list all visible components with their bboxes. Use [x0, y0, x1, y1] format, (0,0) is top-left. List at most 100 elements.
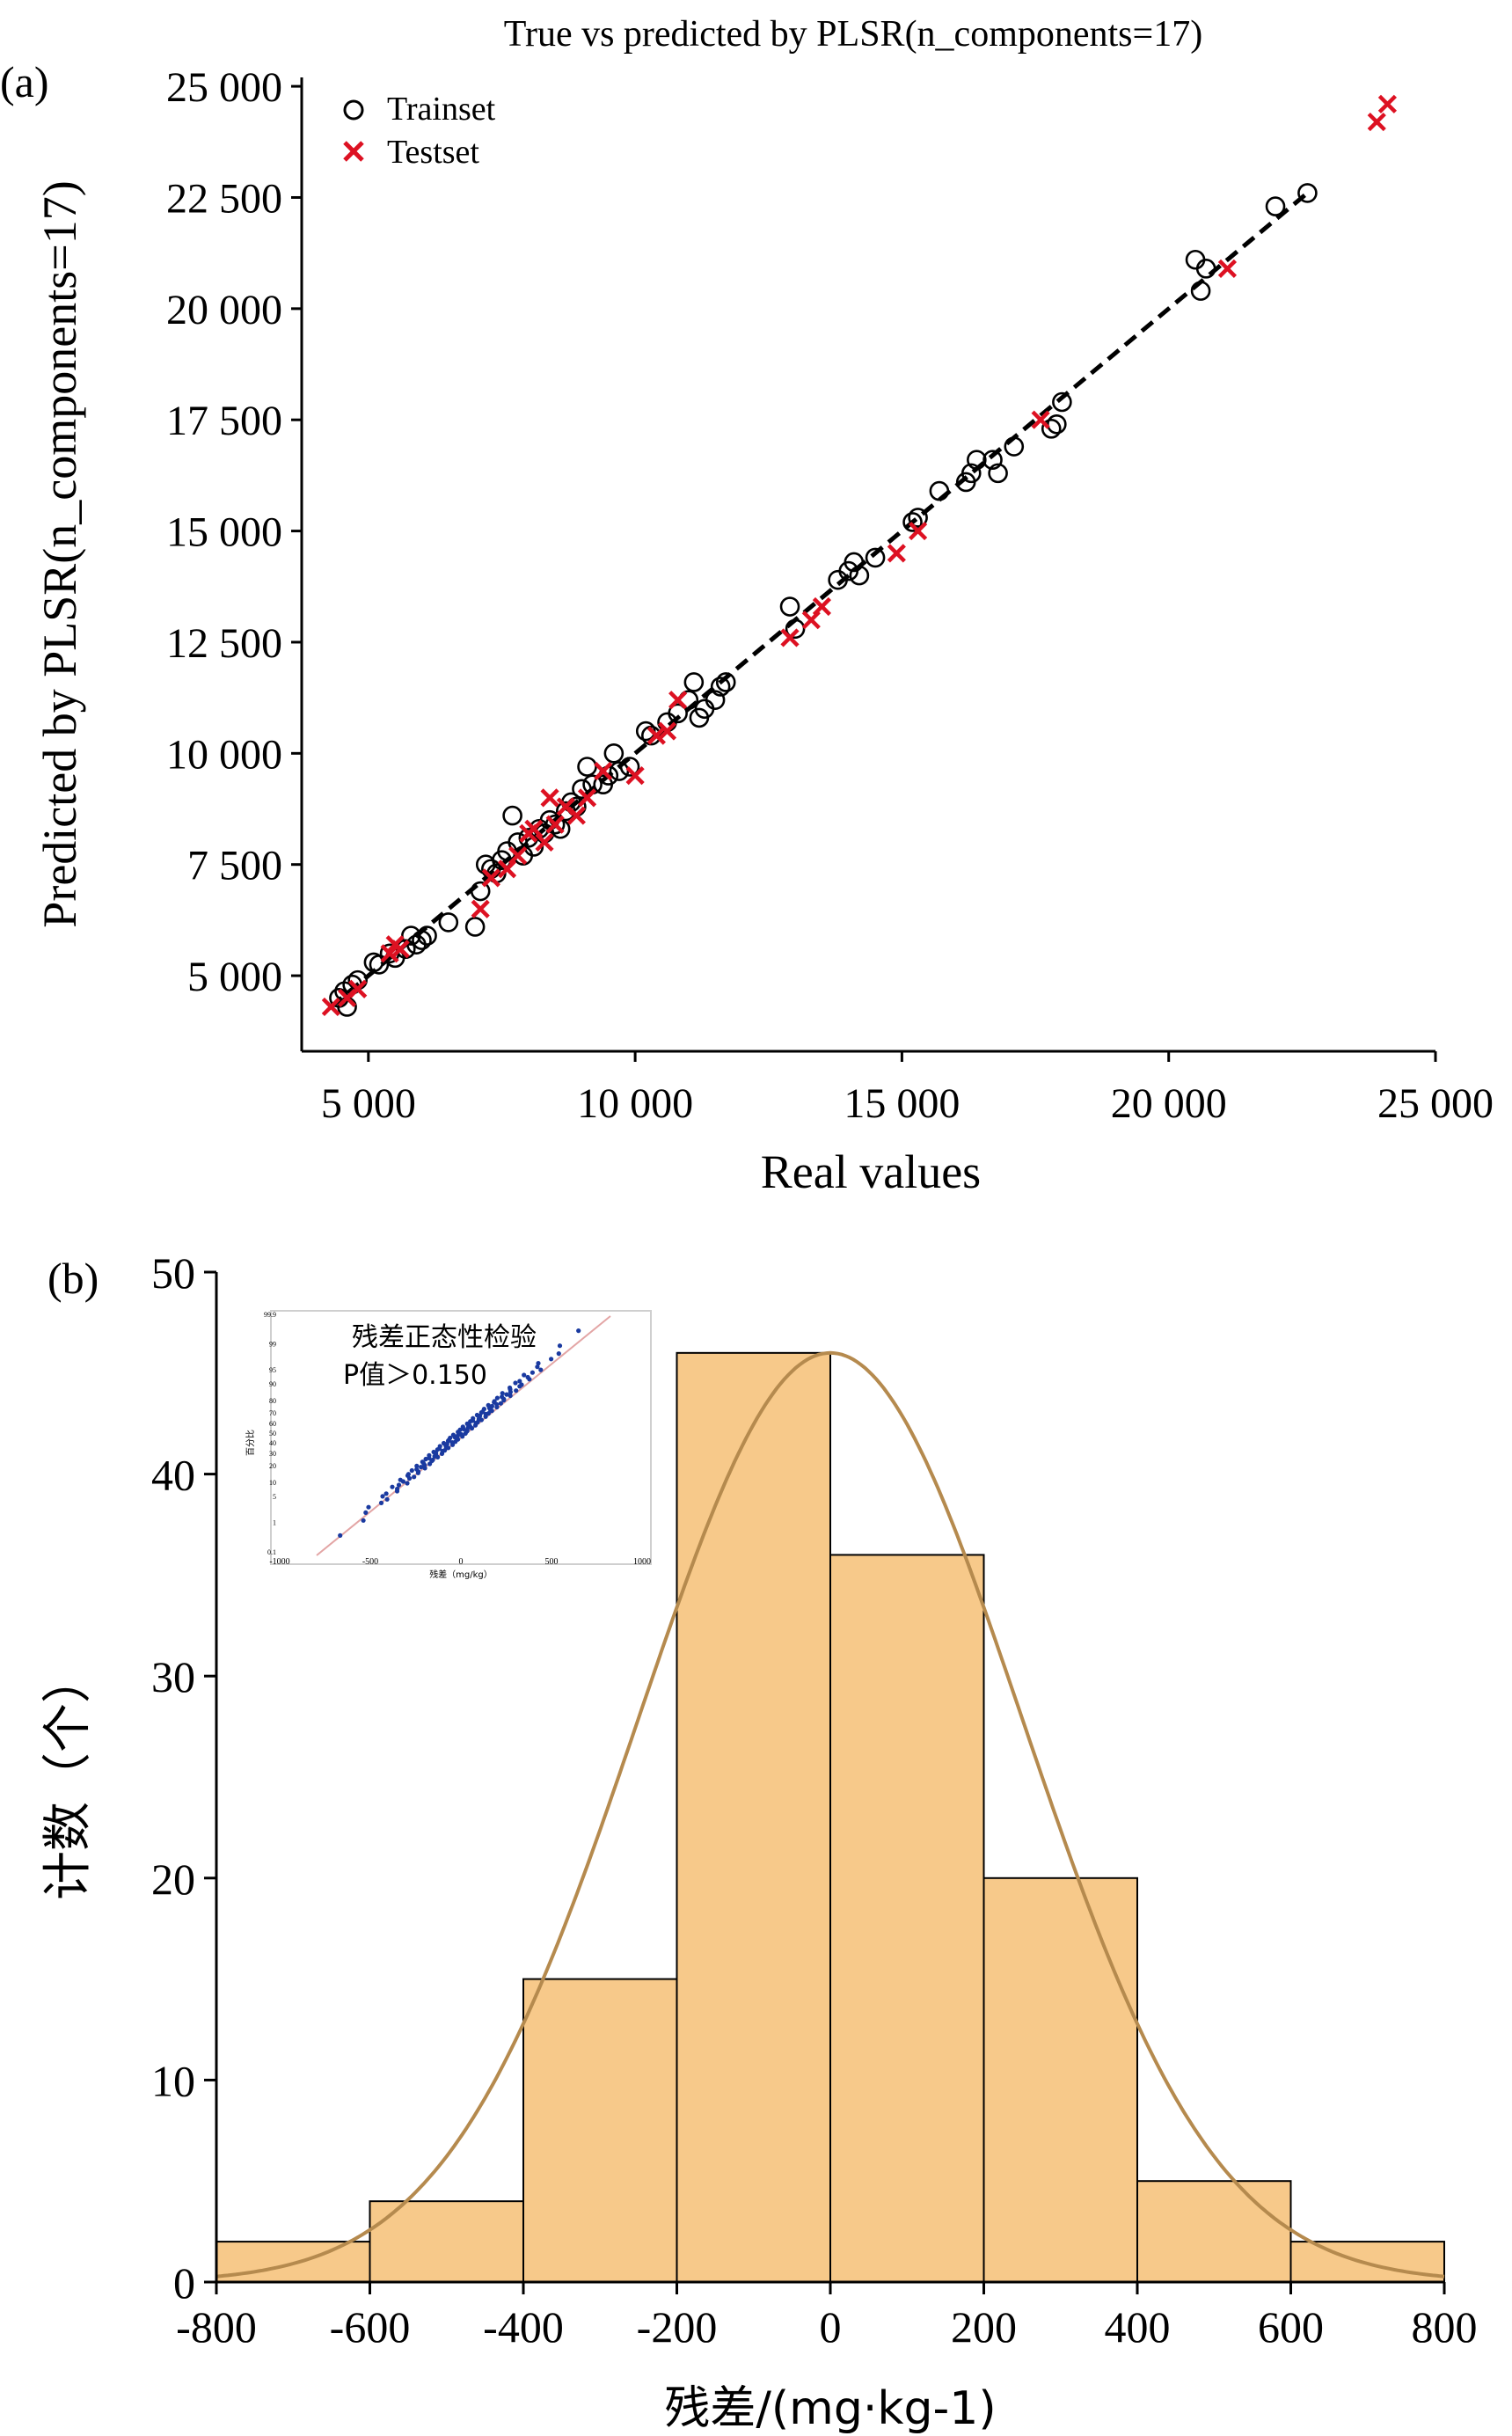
inset-title: 残差正态性检验	[352, 1322, 537, 1353]
chart-b-x-label: 残差/(mg·kg-1)	[664, 2382, 996, 2435]
inset-point	[366, 1504, 371, 1510]
chart-b-y-tick-label: 10	[151, 2056, 195, 2105]
inset-point	[450, 1432, 457, 1437]
testset-point	[540, 788, 559, 808]
legend-testset-marker	[343, 141, 364, 162]
testset-point	[887, 544, 906, 563]
testset-point	[812, 596, 832, 617]
testset-point	[545, 815, 565, 834]
inset-point	[530, 1370, 536, 1375]
chart-a-x-tick-label: 10 000	[577, 1080, 693, 1127]
inset-point	[464, 1421, 470, 1426]
testset-point	[1377, 94, 1397, 113]
chart-a-y-label: Predicted by PLSR(n_components=17)	[33, 180, 86, 927]
testset-point	[321, 997, 340, 1017]
inset-point	[338, 1533, 343, 1538]
inset-y-tick-label: 5	[273, 1493, 276, 1501]
inset-point	[390, 1484, 395, 1489]
trainset-point	[502, 805, 522, 826]
chart-b-y-tick-label: 20	[151, 1854, 195, 1904]
histogram-bar	[982, 1876, 1138, 2284]
trainset-point	[412, 930, 432, 950]
trainset-point	[1047, 413, 1067, 435]
chart-a-y-tick-label: 17 500	[166, 398, 282, 444]
histogram-bar	[522, 1978, 678, 2284]
trainset-point	[1297, 183, 1318, 203]
testset-point	[535, 832, 554, 852]
trainset-point	[572, 779, 592, 800]
chart-a-legend: Trainset Testset	[343, 91, 496, 171]
chart-a-y-tick-label: 7 500	[187, 843, 282, 889]
chart-b-bars	[215, 1351, 1445, 2284]
inset-normality-plot: -1000 -500 0 500 1000 0.1 1 5 10 20 30 40 50 60 70 80 90…	[245, 1310, 652, 1580]
inset-point	[474, 1412, 480, 1418]
trainset-point	[710, 677, 731, 697]
inset-point	[549, 1357, 554, 1362]
trainset-point	[982, 450, 1003, 471]
testset-point	[909, 521, 928, 541]
inset-point	[492, 1399, 497, 1404]
testset-point	[646, 726, 666, 745]
inset-point	[522, 1372, 527, 1378]
trainset-point	[464, 917, 486, 937]
inset-point	[441, 1440, 447, 1446]
inset-point	[535, 1364, 540, 1370]
chart-a-y-tick-label: 5 000	[187, 954, 282, 1000]
chart-a-x-tick-label: 5 000	[321, 1080, 416, 1127]
inset-x-label: 残差（mg/kg）	[429, 1569, 493, 1580]
legend-testset-label: Testset	[387, 134, 479, 171]
inset-point	[513, 1380, 518, 1386]
testset-point	[471, 899, 490, 918]
inset-y-tick-label: 99.9	[264, 1311, 276, 1319]
inset-point	[494, 1395, 500, 1401]
inset-point	[412, 1474, 417, 1480]
trainset-point	[849, 565, 870, 586]
inset-point	[420, 1459, 425, 1465]
inset-y-tick-label: 99	[269, 1340, 276, 1348]
chart-b-x-tick-label: 600	[1258, 2302, 1324, 2352]
testset-point	[481, 868, 500, 888]
chart-b-x-tick-label: 0	[820, 2302, 842, 2352]
inset-point	[500, 1394, 505, 1400]
inset-point	[481, 1407, 487, 1412]
inset-x-tick-label: -500	[362, 1557, 378, 1567]
inset-x-tick-label: 1000	[633, 1557, 651, 1567]
inset-point	[380, 1494, 385, 1499]
inset-point	[431, 1449, 436, 1455]
chart-b-x-tick-label: -800	[176, 2302, 257, 2352]
inset-y-tick-label: 50	[269, 1430, 276, 1437]
inset-point	[405, 1472, 411, 1477]
inset-point	[414, 1467, 420, 1472]
chart-b-x-tick-label: -600	[330, 2302, 411, 2352]
trainset-point	[929, 480, 950, 501]
inset-y-tick-label: 95	[269, 1366, 276, 1374]
chart-a-y-tick-label: 15 000	[166, 509, 282, 556]
inset-point	[519, 1382, 524, 1387]
chart-a-y-tick-label: 12 500	[166, 620, 282, 667]
chart-a-y-tick-label: 10 000	[166, 731, 282, 778]
inset-point	[508, 1385, 513, 1391]
testset-point	[1367, 112, 1386, 132]
testset-point	[380, 944, 399, 963]
histogram-bar	[829, 1554, 985, 2283]
inset-point	[363, 1510, 369, 1515]
inset-point	[409, 1467, 414, 1474]
panel-a: (a) True vs predicted by PLSR(n_componen…	[0, 14, 1494, 1198]
testset-point	[348, 979, 368, 999]
trainset-point	[544, 814, 566, 835]
chart-a-y-ticks: 5 000 7 500 10 000 12 500 15 000 17 500 20 000…	[166, 64, 302, 1000]
trainset-point	[902, 512, 923, 532]
inset-point	[430, 1457, 435, 1463]
inset-y-tick-label: 20	[269, 1462, 276, 1470]
inset-p-value: P值＞0.150	[343, 1360, 487, 1391]
trainset-point	[1041, 419, 1062, 439]
inset-y-label: 百分比	[245, 1430, 256, 1456]
chart-b-y-label: 计数（个）	[40, 1654, 97, 1900]
inset-point	[396, 1482, 402, 1488]
trainset-point	[1265, 196, 1286, 216]
inset-x-tick-label: -1000	[269, 1557, 289, 1567]
trainset-point	[988, 463, 1008, 484]
inset-point	[536, 1361, 541, 1366]
